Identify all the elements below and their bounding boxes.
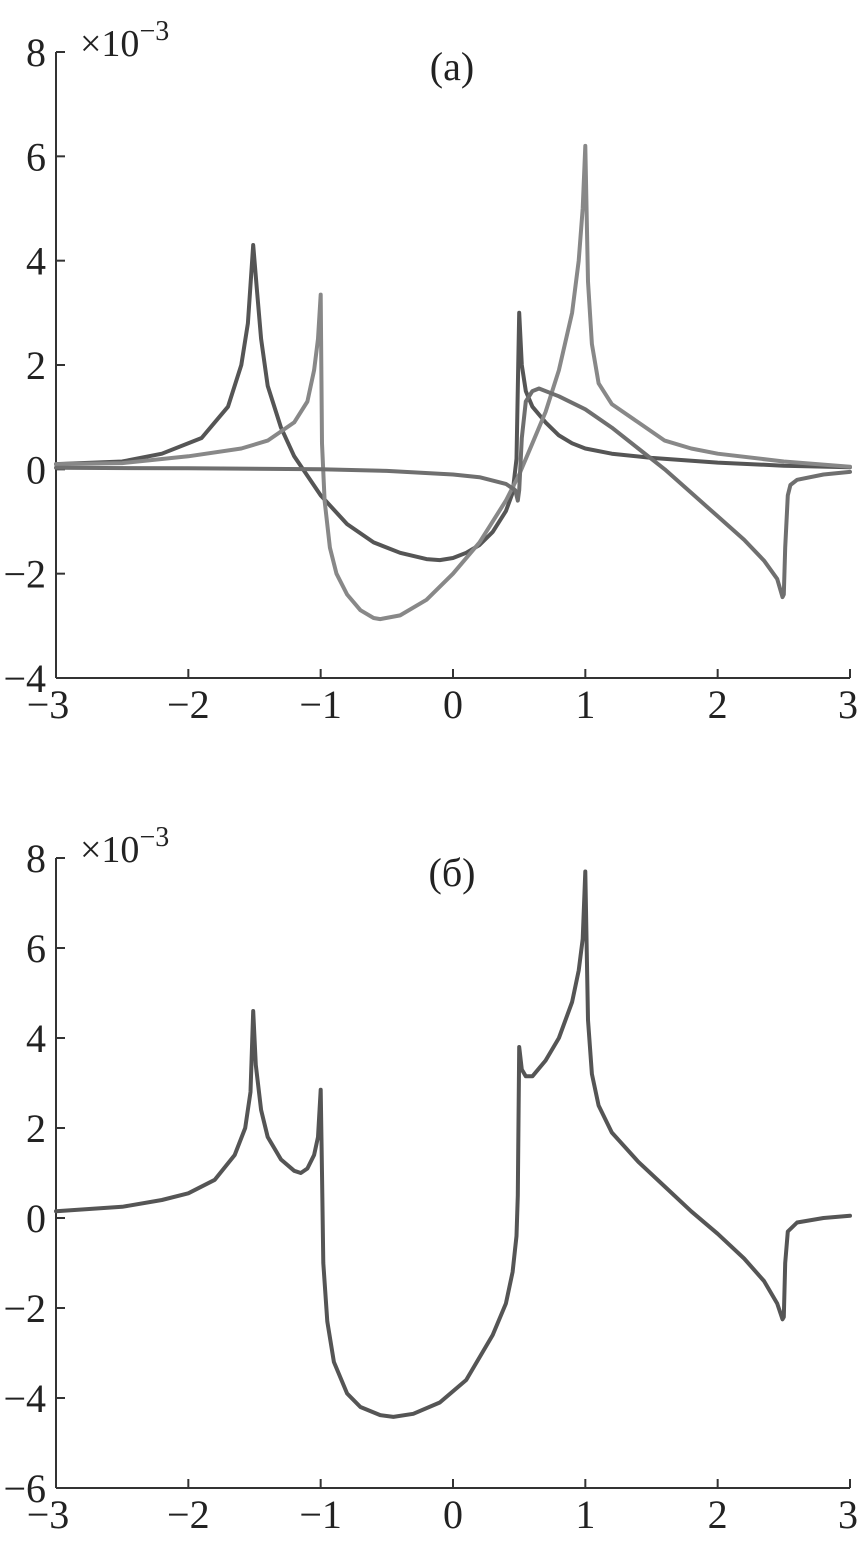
y-tick-label: 8 <box>26 30 46 75</box>
y-tick-label: 4 <box>26 1016 46 1061</box>
x-tick-label: 2 <box>708 1492 728 1537</box>
x-tick-label: −3 <box>27 1492 70 1537</box>
y-tick-label: 0 <box>26 447 46 492</box>
panel-label: (a) <box>430 44 474 89</box>
axis-multiplier-label: ×10−3 <box>80 16 169 65</box>
x-tick-label: −2 <box>167 1492 210 1537</box>
x-tick-label: 3 <box>838 682 858 727</box>
y-tick-label: 0 <box>26 1196 46 1241</box>
y-tick-label: −4 <box>3 1376 46 1421</box>
y-tick-label: 4 <box>26 239 46 284</box>
series-line-3 <box>54 386 852 600</box>
y-tick-label: −2 <box>3 552 46 597</box>
x-tick-label: 2 <box>708 682 728 727</box>
y-tick-label: 6 <box>26 134 46 179</box>
x-tick-label: −1 <box>299 682 342 727</box>
multiplier-base: ×10 <box>80 829 139 871</box>
x-tick-label: 1 <box>575 1492 595 1537</box>
axis-multiplier-label: ×10−3 <box>80 822 169 871</box>
series-line-1 <box>54 869 852 1419</box>
x-tick-label: 1 <box>575 682 595 727</box>
multiplier-base: ×10 <box>80 23 139 65</box>
x-tick-label: −2 <box>167 682 210 727</box>
series-line-2 <box>54 143 852 622</box>
series-line-1 <box>54 243 852 563</box>
y-tick-label: 2 <box>26 343 46 388</box>
x-tick-label: −1 <box>299 1492 342 1537</box>
panel-label: (б) <box>429 850 476 895</box>
y-tick-label: 6 <box>26 926 46 971</box>
multiplier-exponent: −3 <box>139 822 169 853</box>
y-tick-label: −2 <box>3 1286 46 1331</box>
y-tick-label: 2 <box>26 1106 46 1151</box>
multiplier-exponent: −3 <box>139 16 169 47</box>
x-tick-label: 0 <box>443 1492 463 1537</box>
x-tick-label: −3 <box>27 682 70 727</box>
y-tick-label: −6 <box>3 1466 46 1511</box>
y-tick-label: 8 <box>26 836 46 881</box>
y-tick-label: −4 <box>3 656 46 701</box>
x-tick-label: 3 <box>838 1492 858 1537</box>
x-tick-label: 0 <box>443 682 463 727</box>
